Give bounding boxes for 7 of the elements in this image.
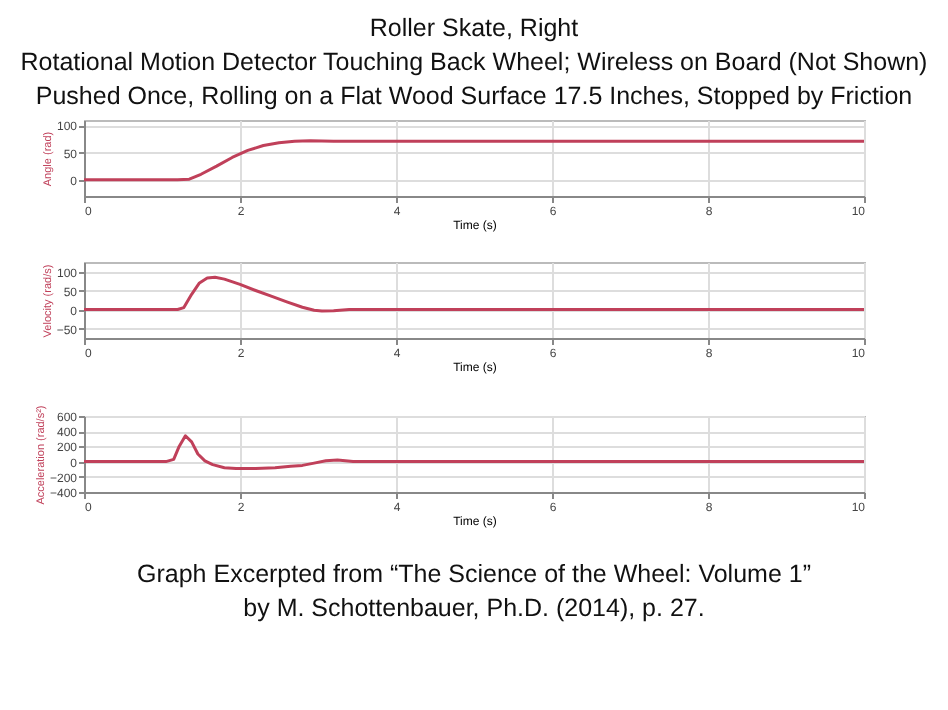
text: by M. Schottenbauer, Ph.D. (2014), p. 27. xyxy=(241,592,707,626)
line-series xyxy=(84,139,864,182)
line-series xyxy=(84,275,864,313)
chart-subtitle: Rotational Motion Detector Touching Back Wheel; Wireless on Board (Not Shown) Pushed Once, Rolling on a Flat Wood Surface 17.5 Inches, Stopped by Friction xyxy=(18,46,930,114)
chart-title: Roller Skate, Right xyxy=(367,12,581,46)
text: Graph Excerpted from “The Science of the Wheel: Volume 1” xyxy=(135,558,813,592)
line-series xyxy=(84,434,864,470)
